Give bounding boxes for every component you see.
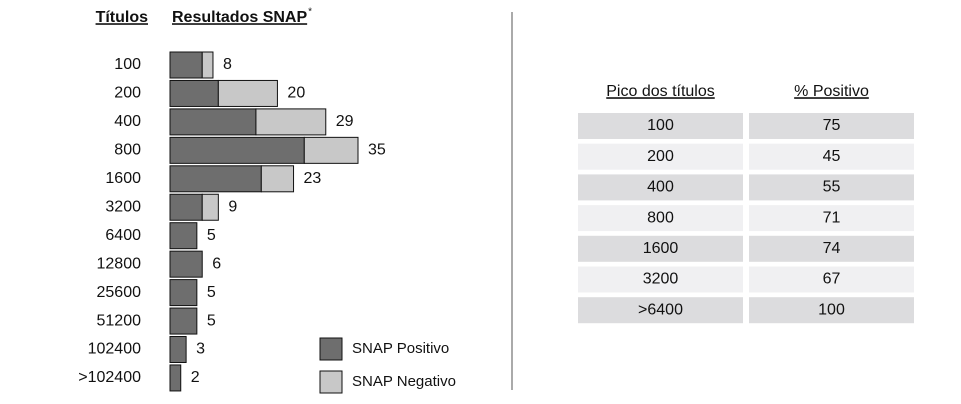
legend-label: SNAP Negativo	[352, 373, 456, 390]
table-cell	[749, 174, 914, 201]
y-tick-label: 1600	[105, 170, 141, 187]
table-cell	[578, 205, 743, 232]
bar-segment	[217, 79, 278, 107]
data-label: 5	[207, 312, 216, 329]
category-header: Títulos	[96, 9, 149, 26]
bar-segment	[169, 364, 182, 392]
table-cell-text: 71	[823, 209, 841, 226]
title-mark: *	[308, 7, 312, 18]
table-cell	[578, 143, 743, 170]
y-tick-label: 400	[114, 113, 141, 130]
bar-segment	[260, 165, 295, 193]
table-cell	[578, 174, 743, 201]
bar-segment	[169, 193, 203, 221]
y-tick-label: 100	[114, 56, 141, 73]
data-label: 6	[212, 255, 221, 272]
bar-segment	[169, 222, 198, 250]
y-tick-label: 3200	[105, 198, 141, 215]
legend-swatch	[319, 337, 343, 361]
table-cell-text: 100	[647, 117, 674, 134]
table-cell-text: 100	[818, 301, 845, 318]
bar-segment	[169, 79, 219, 107]
data-label: 8	[223, 56, 232, 73]
bar-segment	[201, 193, 219, 221]
bar-segment	[169, 51, 203, 79]
table-cell	[749, 113, 914, 139]
bar-segment	[169, 279, 198, 307]
table-cell	[749, 205, 914, 232]
data-label: 5	[207, 227, 216, 244]
table-cell-text: 800	[647, 209, 674, 226]
bar-segment	[169, 108, 257, 136]
y-tick-label: 102400	[88, 341, 141, 358]
table-cell	[749, 297, 914, 324]
table-cell-text: >6400	[638, 301, 683, 318]
data-label: 20	[287, 85, 305, 102]
table-cell-text: 45	[823, 148, 841, 165]
data-label: 9	[228, 198, 237, 215]
y-tick-label: 51200	[97, 312, 142, 329]
table-cell-text: 74	[823, 240, 841, 257]
data-label: 29	[336, 113, 354, 130]
y-tick-label: 12800	[97, 255, 142, 272]
bar-segment	[201, 51, 214, 79]
table-cell	[749, 143, 914, 170]
table-cell-text: 75	[823, 117, 841, 134]
bar-segment	[169, 165, 262, 193]
legend-swatch	[319, 370, 343, 394]
bar-segment	[169, 136, 305, 164]
bar-segment	[255, 108, 327, 136]
table-header: % Positivo	[794, 83, 869, 100]
y-tick-label: 200	[114, 85, 141, 102]
y-tick-label: >102400	[78, 369, 141, 386]
table-cell-text: 3200	[643, 271, 679, 288]
y-tick-label: 6400	[105, 227, 141, 244]
data-label: 23	[304, 170, 322, 187]
chart-title: Resultados SNAP	[172, 9, 307, 26]
bar-segment	[169, 307, 198, 335]
table-cell	[578, 235, 743, 262]
bar-segment	[169, 336, 187, 363]
table-cell	[578, 266, 743, 293]
y-tick-label: 800	[114, 142, 141, 159]
data-label: 5	[207, 284, 216, 301]
table-cell	[578, 113, 743, 139]
bar-segment	[303, 136, 359, 164]
data-label: 35	[368, 142, 386, 159]
table-cell-text: 1600	[643, 240, 679, 257]
table-cell	[749, 266, 914, 293]
table-cell-text: 400	[647, 179, 674, 196]
table-cell-text: 200	[647, 148, 674, 165]
table-cell-text: 67	[823, 271, 841, 288]
y-tick-label: 25600	[97, 284, 142, 301]
bar-segment	[169, 250, 203, 278]
table-cell	[578, 297, 743, 324]
legend-label: SNAP Positivo	[352, 340, 449, 357]
data-label: 3	[196, 341, 205, 358]
data-label: 2	[191, 369, 200, 386]
table-cell	[749, 235, 914, 262]
table-cell-text: 55	[823, 179, 841, 196]
table-header: Pico dos títulos	[606, 83, 715, 100]
